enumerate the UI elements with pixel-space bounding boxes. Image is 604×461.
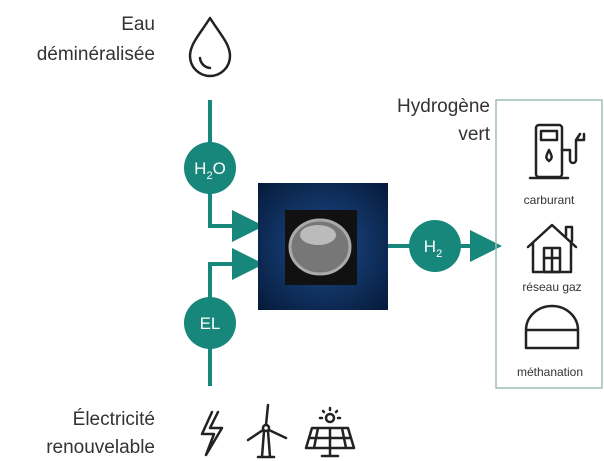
- fuel-icon: [530, 125, 584, 178]
- label-part: H: [424, 237, 436, 256]
- node-label: EL: [200, 314, 221, 333]
- lightning-icon: [202, 412, 222, 455]
- label-part: O: [213, 159, 226, 178]
- dome-icon: [526, 306, 578, 348]
- input-label: Électricité: [73, 409, 155, 430]
- water-icon: [200, 58, 210, 68]
- label-part: H: [194, 159, 206, 178]
- input-label: renouvelable: [46, 437, 155, 458]
- node-circle: [184, 142, 236, 194]
- turbine-icon: [248, 405, 286, 457]
- house-icon: [528, 225, 576, 272]
- input-label: déminéralisée: [37, 44, 155, 65]
- use-label: carburant: [524, 193, 575, 207]
- diagram: Eau déminéralisée H2O EL H2 Hydrogène ve…: [0, 0, 604, 461]
- output-title: vert: [458, 124, 490, 145]
- input-label: Eau: [121, 14, 155, 35]
- label-part: 2: [436, 248, 442, 260]
- output-title: Hydrogène: [397, 96, 490, 117]
- use-label: réseau gaz: [522, 280, 581, 294]
- solar-icon: [306, 408, 354, 456]
- electrolyzer-image: [300, 225, 336, 245]
- output-box: [496, 100, 602, 388]
- use-label: méthanation: [517, 365, 583, 379]
